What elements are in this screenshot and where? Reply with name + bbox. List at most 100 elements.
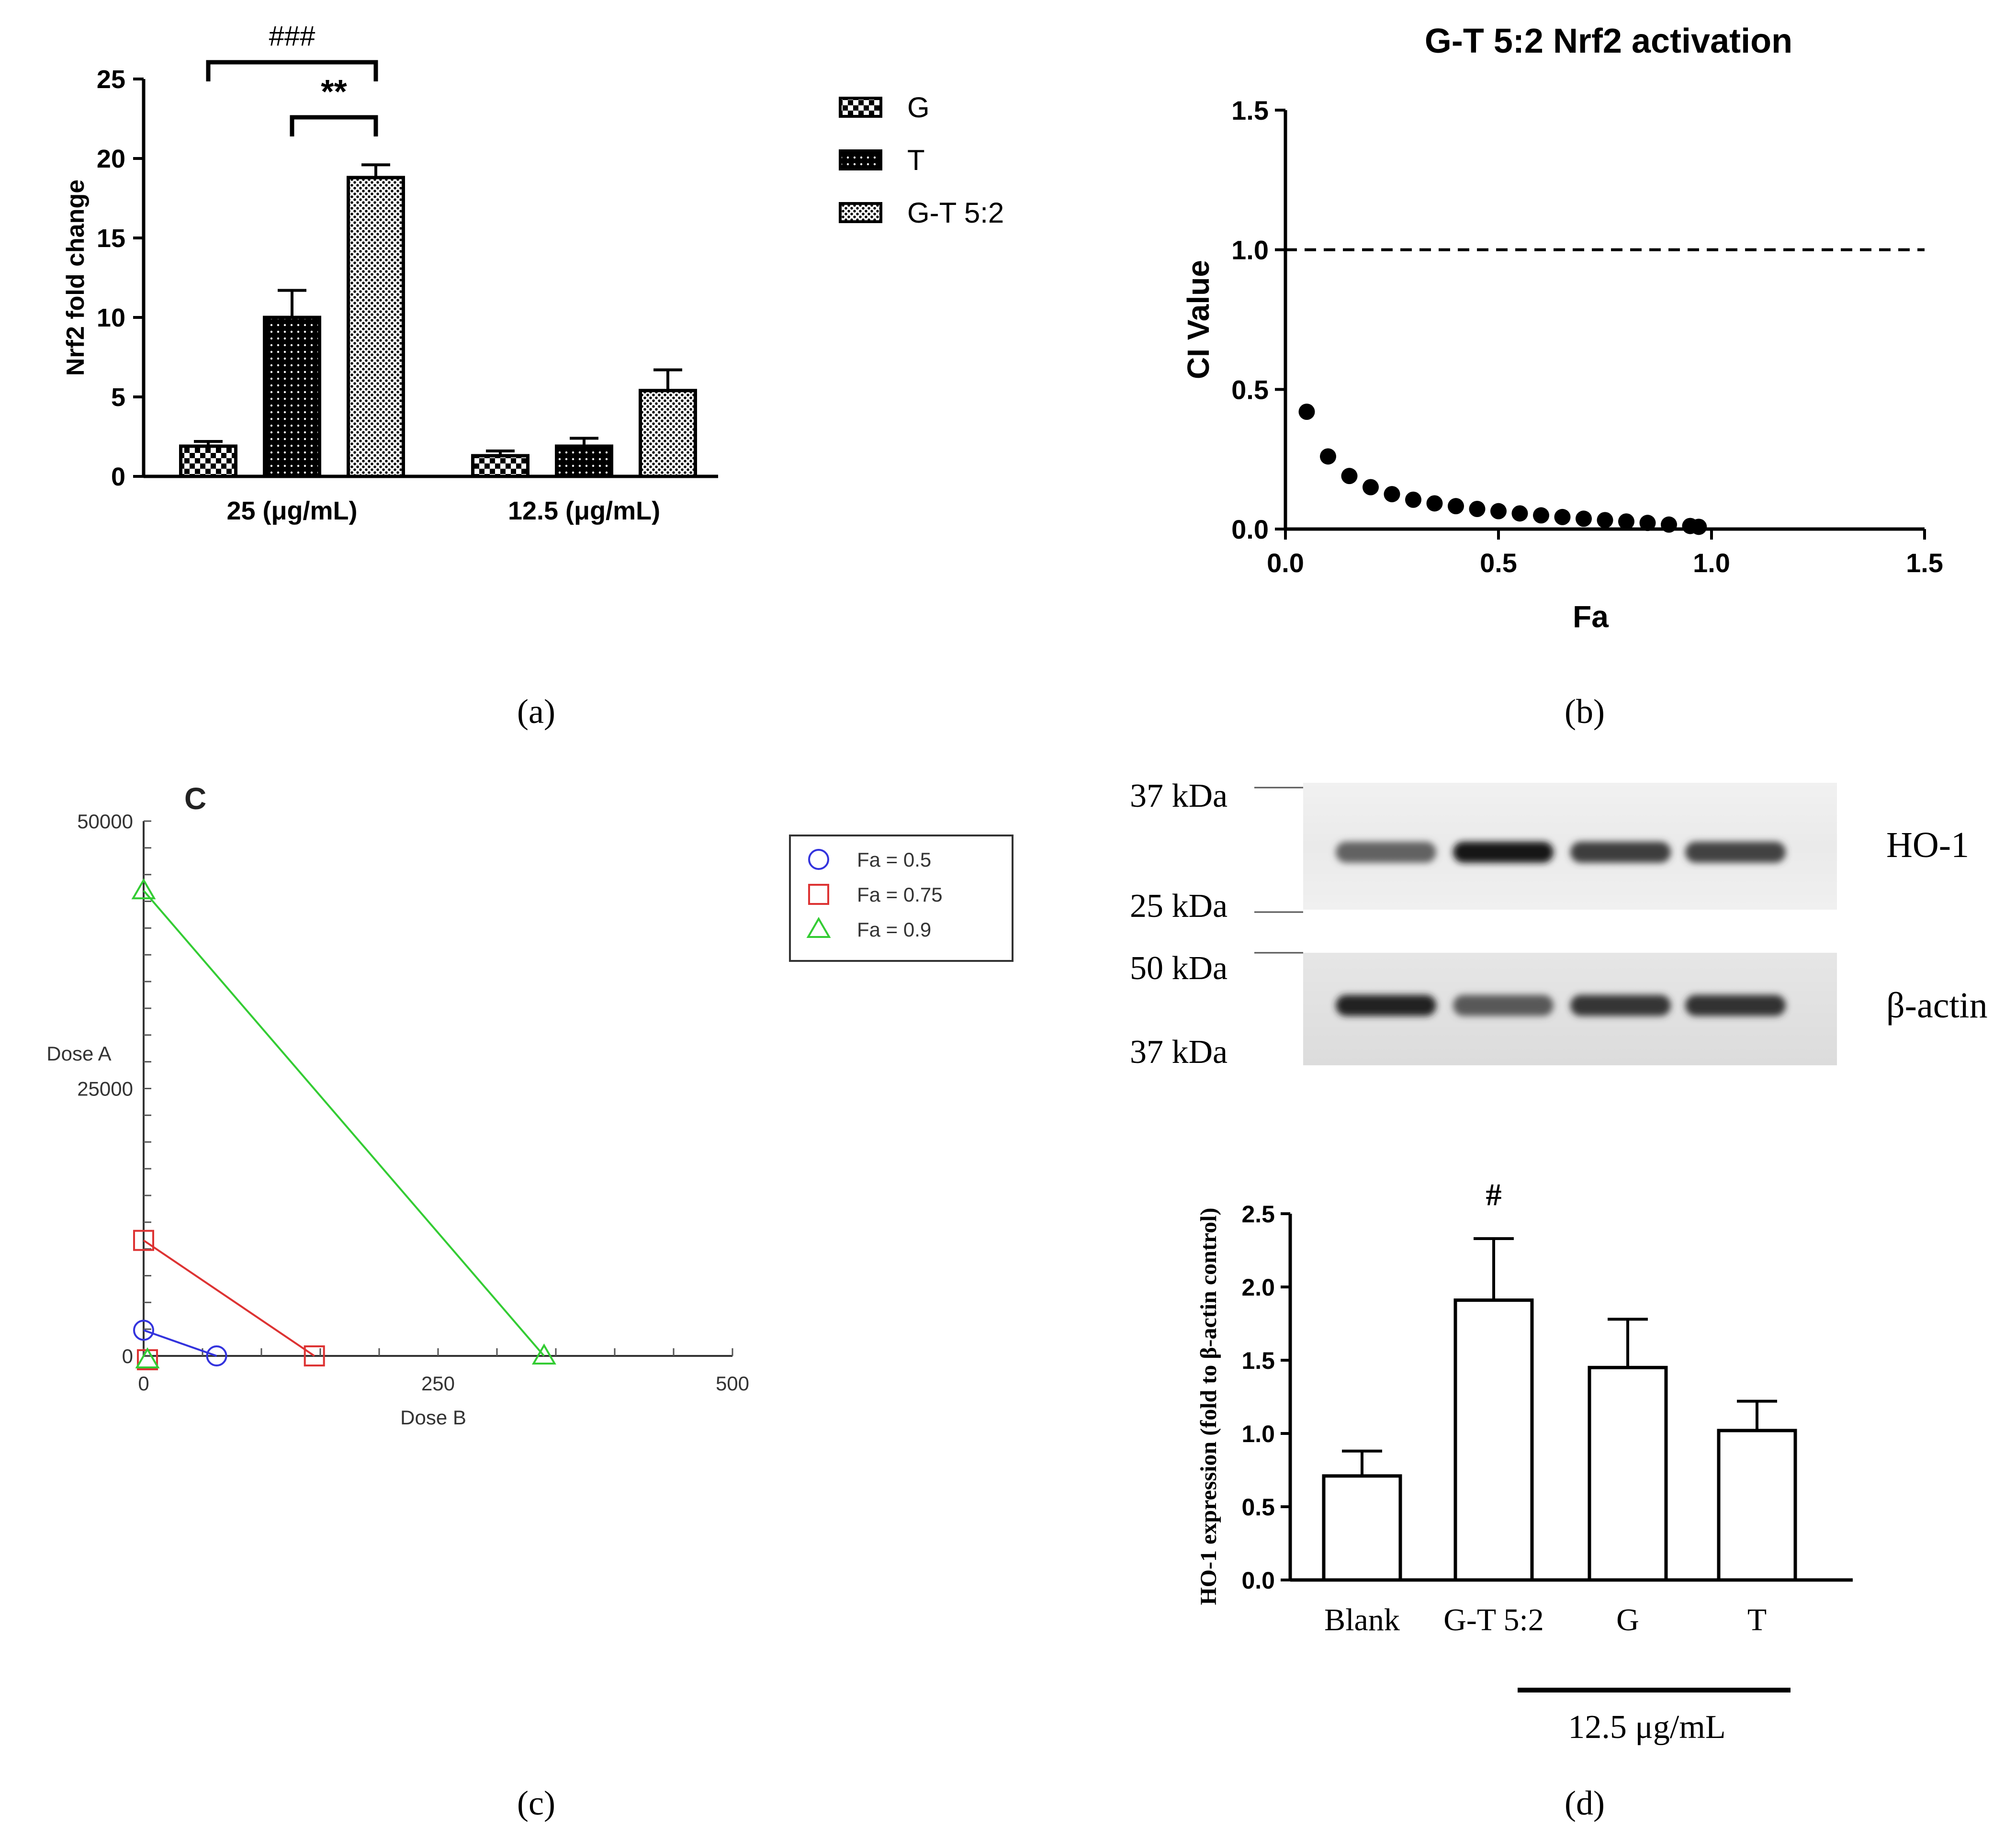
x-axis-label-c: Dose B bbox=[400, 1406, 466, 1429]
data-point-b bbox=[1576, 510, 1592, 527]
x-tick-label-d: G-T 5:2 bbox=[1443, 1602, 1544, 1637]
marker-triangle-c bbox=[531, 1343, 556, 1365]
marker-circle-c bbox=[808, 849, 829, 870]
panel-label-c: (c) bbox=[517, 1784, 555, 1822]
x-tick-label-c: 0 bbox=[138, 1372, 149, 1395]
blot-band bbox=[1685, 842, 1786, 863]
data-point-b bbox=[1554, 508, 1571, 525]
y-tick-label-d: 2.0 bbox=[1241, 1274, 1275, 1301]
significance-bracket bbox=[206, 60, 378, 81]
marker-circle-c bbox=[133, 1320, 154, 1341]
legend-label-a: G-T 5:2 bbox=[907, 197, 1004, 229]
data-point-b bbox=[1426, 495, 1443, 512]
panel-c-isobologram: C 0 25000 50000 0 250 500 Dose B Dose A Fa = 0.5 F… bbox=[46, 781, 1014, 1429]
y-tick-label-b: 0.0 bbox=[1231, 514, 1269, 544]
y-tick-label-a: 0 bbox=[111, 463, 125, 491]
y-tick-label-d: 1.0 bbox=[1241, 1421, 1275, 1447]
significance-mark: ### bbox=[269, 21, 315, 52]
marker-square-c bbox=[133, 1230, 154, 1251]
data-point-b bbox=[1341, 468, 1358, 485]
marker-triangle-c bbox=[131, 878, 156, 900]
data-point-b bbox=[1384, 486, 1400, 503]
blot-band-label: HO-1 bbox=[1886, 825, 1969, 865]
y-tick-label-b: 1.5 bbox=[1231, 95, 1269, 125]
blot-band bbox=[1336, 842, 1436, 863]
x-tick-label-b: 1.0 bbox=[1693, 548, 1730, 578]
legend-swatch-a bbox=[839, 202, 882, 223]
data-point-b bbox=[1511, 505, 1528, 522]
chart-title-b: G-T 5:2 Nrf2 activation bbox=[1425, 22, 1792, 60]
x-tick-label-b: 0.5 bbox=[1480, 548, 1517, 578]
y-tick-label-a: 10 bbox=[97, 304, 125, 332]
y-tick-label-d: 1.5 bbox=[1241, 1347, 1275, 1374]
bar-d bbox=[1322, 1474, 1402, 1582]
bar-d bbox=[1717, 1429, 1797, 1582]
y-axis-label-c: Dose A bbox=[46, 1042, 111, 1065]
series-line-c bbox=[143, 1329, 217, 1357]
legend-swatch-a bbox=[839, 149, 882, 170]
blot-band bbox=[1570, 995, 1671, 1016]
x-axis-label-b: Fa bbox=[1573, 599, 1609, 634]
significance-mark-d: # bbox=[1486, 1177, 1502, 1212]
y-tick-label-d: 2.5 bbox=[1241, 1201, 1275, 1228]
series-line-c bbox=[143, 890, 545, 1357]
blot-marker-label: 37 kDa bbox=[1130, 778, 1228, 814]
y-axis-label-d: HO-1 expression (fold to β-actin control… bbox=[1196, 1207, 1221, 1605]
y-axis-label-a: Nrf2 fold change bbox=[62, 180, 90, 376]
y-tick-label-a: 5 bbox=[111, 383, 125, 412]
panel-d-western-blot: HO-1 β-actin 37 kDa 25 kDa 50 kDa 37 kDa 0.0 0.… bbox=[1130, 778, 1988, 1746]
y-tick-label-d: 0.0 bbox=[1241, 1567, 1275, 1594]
blot-band bbox=[1336, 995, 1436, 1016]
blot-marker-label: 37 kDa bbox=[1130, 1034, 1228, 1071]
blot-band-label: β-actin bbox=[1886, 985, 1988, 1026]
legend-label-c: Fa = 0.5 bbox=[857, 848, 931, 871]
panel-label-d: (d) bbox=[1565, 1784, 1605, 1822]
marker-square-c bbox=[304, 1345, 325, 1366]
y-tick-label-a: 20 bbox=[97, 145, 125, 173]
y-tick-label-d: 0.5 bbox=[1241, 1494, 1275, 1521]
blot-marker-label: 50 kDa bbox=[1130, 950, 1228, 987]
y-axis-label-b: CI Value bbox=[1181, 260, 1216, 379]
data-point-b bbox=[1533, 507, 1549, 524]
marker-triangle-c bbox=[806, 917, 831, 938]
blot-band bbox=[1453, 842, 1554, 863]
data-point-b bbox=[1298, 404, 1315, 420]
x-tick-label-d: Blank bbox=[1324, 1602, 1400, 1637]
blot-band bbox=[1570, 842, 1671, 863]
marker-circle-c bbox=[206, 1345, 227, 1366]
data-point-b bbox=[1690, 519, 1707, 535]
data-point-b bbox=[1320, 448, 1336, 465]
panel-a-bar-chart: 0 5 10 15 20 25 Nrf2 fold change 25 (μg/mL) 12.5… bbox=[62, 21, 1004, 525]
y-tick-label-c: 50000 bbox=[77, 810, 133, 833]
x-tick-label-a: 25 (μg/mL) bbox=[226, 496, 357, 525]
bar-a bbox=[639, 389, 697, 478]
data-point-b bbox=[1661, 516, 1677, 533]
x-tick-label-d: T bbox=[1747, 1602, 1767, 1637]
blot-band bbox=[1453, 995, 1554, 1016]
data-point-b bbox=[1618, 513, 1634, 530]
y-tick-label-c: 0 bbox=[122, 1345, 133, 1367]
marker-square-c bbox=[808, 884, 829, 905]
bar-a bbox=[347, 176, 405, 478]
x-tick-label-c: 250 bbox=[421, 1372, 455, 1395]
y-tick-label-c: 25000 bbox=[77, 1078, 133, 1100]
legend-label-c: Fa = 0.75 bbox=[857, 883, 943, 906]
group-label-d: 12.5 μg/mL bbox=[1568, 1709, 1725, 1746]
x-tick-label-a: 12.5 (μg/mL) bbox=[508, 496, 660, 525]
x-tick-label-b: 1.5 bbox=[1906, 548, 1943, 578]
y-tick-label-b: 1.0 bbox=[1231, 235, 1269, 265]
bar-d bbox=[1453, 1298, 1534, 1582]
data-point-b bbox=[1405, 491, 1421, 508]
x-tick-label-c: 500 bbox=[716, 1372, 749, 1395]
y-tick-label-b: 0.5 bbox=[1231, 374, 1269, 405]
data-point-b bbox=[1490, 503, 1507, 519]
legend-label-c: Fa = 0.9 bbox=[857, 918, 931, 941]
x-tick-label-d: G bbox=[1616, 1602, 1639, 1637]
significance-mark: ** bbox=[321, 73, 347, 110]
legend-label-a: T bbox=[907, 144, 925, 176]
data-point-b bbox=[1363, 479, 1379, 496]
x-tick-label-b: 0.0 bbox=[1267, 548, 1304, 578]
data-point-b bbox=[1639, 515, 1656, 531]
data-point-b bbox=[1597, 512, 1613, 529]
